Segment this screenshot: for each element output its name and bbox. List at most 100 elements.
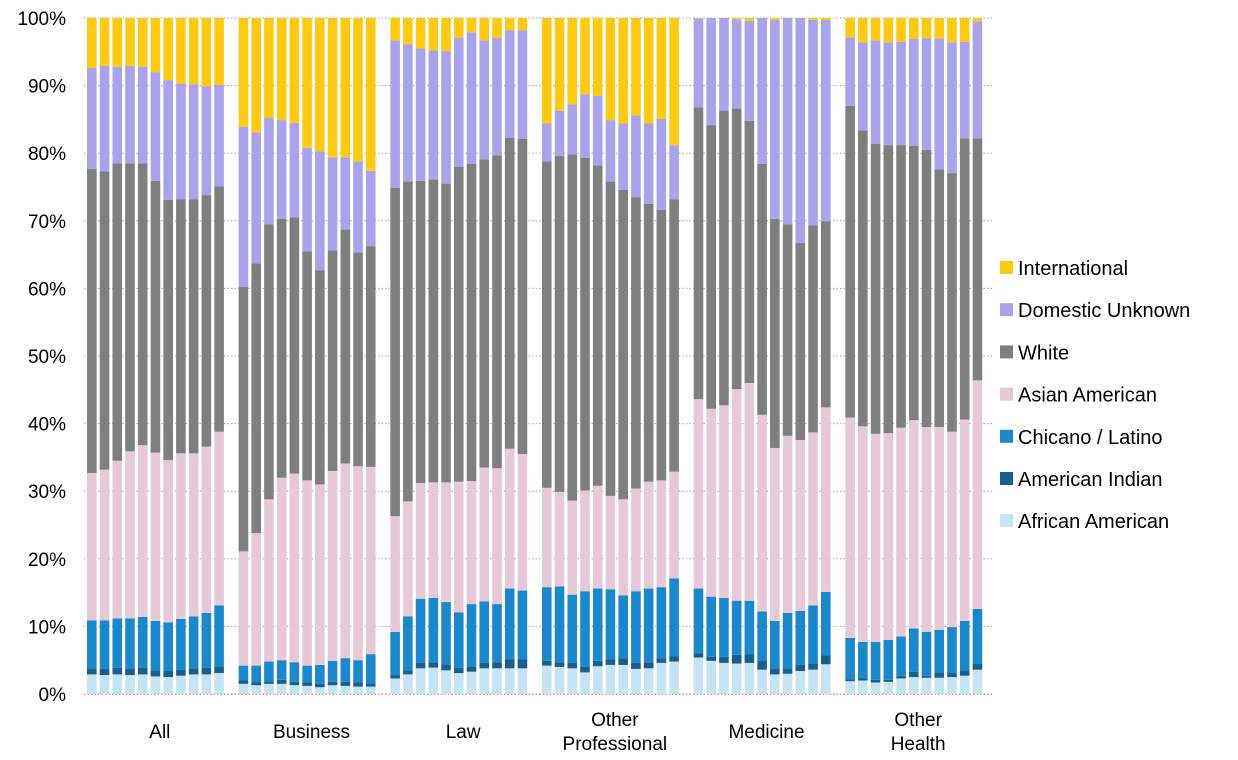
bar-other-professional-3-white — [567, 154, 578, 501]
bar-medicine-1-african-american — [693, 657, 704, 694]
bar-law-11-american-indian — [517, 659, 528, 669]
bar-law-2-asian-american — [403, 501, 413, 617]
bar-other-professional-3-chicano-latino — [567, 594, 578, 663]
legend-swatch-chicano-latino — [1000, 429, 1013, 443]
bar-other-health-8-american-indian — [934, 672, 945, 678]
bar-medicine-7-white — [770, 218, 780, 448]
bar-business-7-american-indian — [315, 683, 325, 688]
bar-other-health-7-domestic-unknown — [921, 38, 932, 150]
legend-swatch-international — [1000, 261, 1013, 274]
bar-other-health-6-international — [908, 18, 919, 39]
bar-other-health-7-asian-american — [921, 426, 932, 632]
bar-medicine-2-chicano-latino — [706, 596, 716, 657]
bar-other-health-5-american-indian — [896, 675, 906, 679]
bar-law-1-white — [390, 187, 400, 517]
bar-all-7-american-indian — [163, 671, 173, 678]
bar-all-11-african-american — [214, 673, 224, 694]
bar-law-10-african-american — [504, 668, 515, 694]
bar-all-4-african-american — [125, 675, 135, 694]
bar-other-professional-8-american-indian — [631, 662, 641, 669]
y-tick-label-5: 50% — [28, 347, 66, 368]
bar-all-1-international — [87, 18, 97, 69]
bar-other-professional-9-asian-american — [643, 481, 654, 589]
bar-law-9-american-indian — [492, 662, 502, 669]
bar-business-7-white — [315, 270, 325, 485]
bar-business-10-chicano-latino — [353, 660, 363, 683]
bar-medicine-11-chicano-latino — [820, 591, 831, 656]
bar-other-health-2-asian-american — [858, 426, 868, 642]
bar-other-health-2-chicano-latino — [858, 641, 868, 679]
bar-other-professional-11-chicano-latino — [669, 578, 679, 657]
bar-other-professional-1-white — [542, 161, 552, 488]
bar-other-health-7-african-american — [921, 677, 932, 694]
bar-all-10-white — [201, 195, 212, 447]
bar-medicine-8-american-indian — [782, 668, 793, 674]
bar-law-4-domestic-unknown — [428, 50, 439, 180]
bar-other-health-6-american-indian — [908, 671, 919, 678]
bar-all-2-african-american — [99, 675, 110, 694]
bar-other-health-1-asian-american — [845, 417, 855, 638]
bar-all-10-american-indian — [201, 667, 212, 675]
bar-other-professional-7-asian-american — [618, 499, 628, 596]
bar-law-7-american-indian — [466, 666, 477, 672]
bar-business-6-chicano-latino — [302, 665, 312, 683]
bar-other-professional-9-international — [643, 18, 654, 124]
bar-all-1-domestic-unknown — [87, 68, 97, 169]
legend-swatch-domestic-unknown — [1000, 303, 1013, 317]
bar-business-7-african-american — [315, 687, 325, 694]
bar-other-health-8-international — [934, 18, 945, 39]
bar-other-health-2-international — [858, 18, 868, 43]
bar-medicine-5-asian-american — [744, 383, 755, 601]
bar-business-9-chicano-latino — [340, 658, 351, 682]
bar-other-professional-5-domestic-unknown — [592, 95, 603, 166]
bar-all-6-american-indian — [150, 670, 161, 677]
bar-medicine-7-international — [770, 18, 780, 21]
bar-medicine-6-asian-american — [757, 414, 767, 612]
bar-other-health-1-white — [845, 105, 855, 418]
bar-other-professional-1-chicano-latino — [542, 587, 552, 661]
bar-law-9-chicano-latino — [492, 604, 502, 663]
bar-business-10-african-american — [353, 686, 363, 694]
bar-law-9-domestic-unknown — [492, 37, 502, 156]
bar-all-6-chicano-latino — [150, 620, 161, 671]
bar-other-health-3-american-indian — [870, 679, 881, 683]
bar-other-professional-4-white — [580, 157, 590, 491]
bar-all-7-chicano-latino — [163, 622, 173, 672]
bar-other-professional-11-african-american — [669, 661, 679, 694]
bar-other-professional-10-chicano-latino — [656, 587, 667, 659]
bar-law-5-american-indian — [441, 664, 451, 671]
y-tick-label-6: 60% — [28, 279, 66, 300]
bar-medicine-2-white — [706, 125, 716, 409]
bar-medicine-1-asian-american — [693, 399, 704, 589]
bar-all-2-asian-american — [99, 469, 110, 621]
x-category-label-all: All — [149, 722, 170, 743]
bar-all-9-chicano-latino — [188, 616, 199, 669]
bar-medicine-4-chicano-latino — [731, 600, 742, 655]
bar-other-professional-4-african-american — [580, 672, 590, 694]
bar-all-5-international — [137, 18, 148, 67]
bar-other-professional-11-american-indian — [669, 656, 679, 662]
bar-other-professional-6-chicano-latino — [605, 589, 616, 660]
bar-other-health-11-american-indian — [972, 663, 983, 670]
bar-other-health-8-african-american — [934, 677, 945, 694]
bar-other-health-5-asian-american — [896, 427, 906, 637]
bar-all-7-international — [163, 18, 173, 81]
bar-all-5-american-indian — [137, 667, 148, 675]
bar-business-11-chicano-latino — [365, 654, 376, 684]
bar-other-professional-8-white — [631, 197, 641, 489]
bar-other-health-11-chicano-latino — [972, 608, 983, 664]
bar-other-health-5-chicano-latino — [896, 636, 906, 676]
bar-all-6-asian-american — [150, 452, 161, 621]
bar-other-health-5-international — [896, 18, 906, 42]
bar-law-7-chicano-latino — [466, 604, 477, 667]
legend-swatch-african-american — [1000, 514, 1013, 528]
bar-law-10-chicano-latino — [504, 588, 515, 660]
bar-all-10-african-american — [201, 674, 212, 694]
bar-business-9-african-american — [340, 685, 351, 694]
legend-swatch-asian-american — [1000, 387, 1013, 401]
bar-other-health-11-white — [972, 138, 983, 381]
bar-law-8-white — [479, 159, 490, 468]
bar-other-professional-6-african-american — [605, 664, 616, 694]
bar-business-6-american-indian — [302, 682, 312, 686]
bar-other-professional-5-american-indian — [592, 660, 603, 667]
